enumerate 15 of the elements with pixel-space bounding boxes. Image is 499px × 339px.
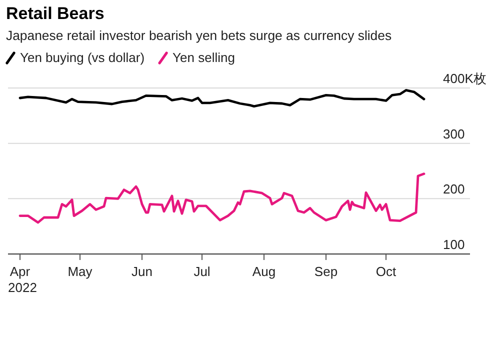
y-tick-label: 400K枚 (443, 71, 486, 86)
x-tick-label: Sep (314, 264, 338, 279)
legend-label: Yen buying (vs dollar) (20, 50, 145, 65)
chart-title: Retail Bears (6, 4, 104, 23)
legend-label: Yen selling (172, 50, 235, 65)
y-tick-label: 300 (443, 126, 465, 142)
chart-subtitle: Japanese retail investor bearish yen bets surge as currency slides (6, 28, 392, 43)
x-tick-label: Jul (194, 264, 210, 279)
y-tick-label: 200 (443, 182, 465, 197)
x-tick-label: Oct (376, 264, 396, 279)
x-tick-label: Aug (252, 264, 276, 279)
x-tick-label: Jun (132, 264, 152, 279)
x-tick-label: May (68, 264, 93, 279)
y-tick-label: 100 (443, 237, 465, 252)
x-tick-label: Apr 2022 (8, 264, 37, 295)
